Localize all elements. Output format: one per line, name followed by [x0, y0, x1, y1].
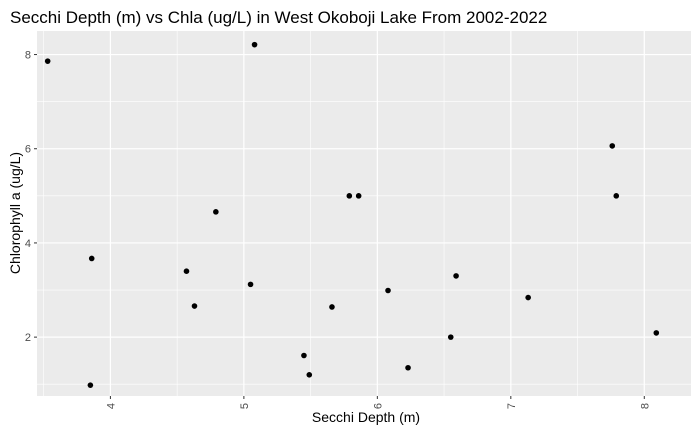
x-tick-label: 4	[105, 403, 117, 409]
data-point	[613, 193, 620, 199]
data-point	[44, 58, 51, 64]
chart-title: Secchi Depth (m) vs Chla (ug/L) in West …	[10, 8, 547, 27]
data-point	[306, 372, 313, 378]
data-point	[191, 303, 198, 309]
data-point	[453, 273, 459, 279]
data-point	[609, 143, 616, 149]
x-tick-label: 5	[239, 403, 251, 409]
y-tick-label: 8	[25, 50, 31, 62]
data-point	[653, 330, 660, 336]
y-tick-label: 2	[25, 332, 31, 344]
data-point	[247, 281, 254, 288]
y-axis: 2 4 6 8	[25, 50, 37, 344]
plot-panel	[37, 31, 691, 396]
y-tick-label: 4	[25, 238, 31, 250]
x-tick-label: 8	[639, 403, 651, 409]
data-point	[213, 209, 219, 215]
data-point	[355, 193, 362, 199]
data-point	[251, 41, 258, 48]
data-point	[447, 334, 454, 340]
x-axis-title: Secchi Depth (m)	[312, 409, 420, 425]
x-tick-label: 6	[372, 403, 384, 409]
y-axis-title: Chlorophyll a (ug/L)	[7, 152, 23, 274]
y-tick-label: 6	[25, 144, 31, 156]
grid-minor	[37, 7, 691, 396]
x-tick-label: 7	[506, 403, 518, 409]
data-point	[525, 294, 531, 301]
data-point	[329, 304, 335, 310]
data-point	[405, 364, 411, 371]
data-point	[183, 268, 190, 274]
data-point	[385, 287, 391, 294]
data-point	[346, 193, 353, 199]
data-points	[44, 41, 660, 388]
data-point	[301, 352, 307, 359]
data-point	[88, 255, 95, 262]
grid-major	[37, 31, 691, 396]
data-point	[87, 382, 94, 388]
x-axis: 4 5 6 7 8	[105, 396, 651, 409]
